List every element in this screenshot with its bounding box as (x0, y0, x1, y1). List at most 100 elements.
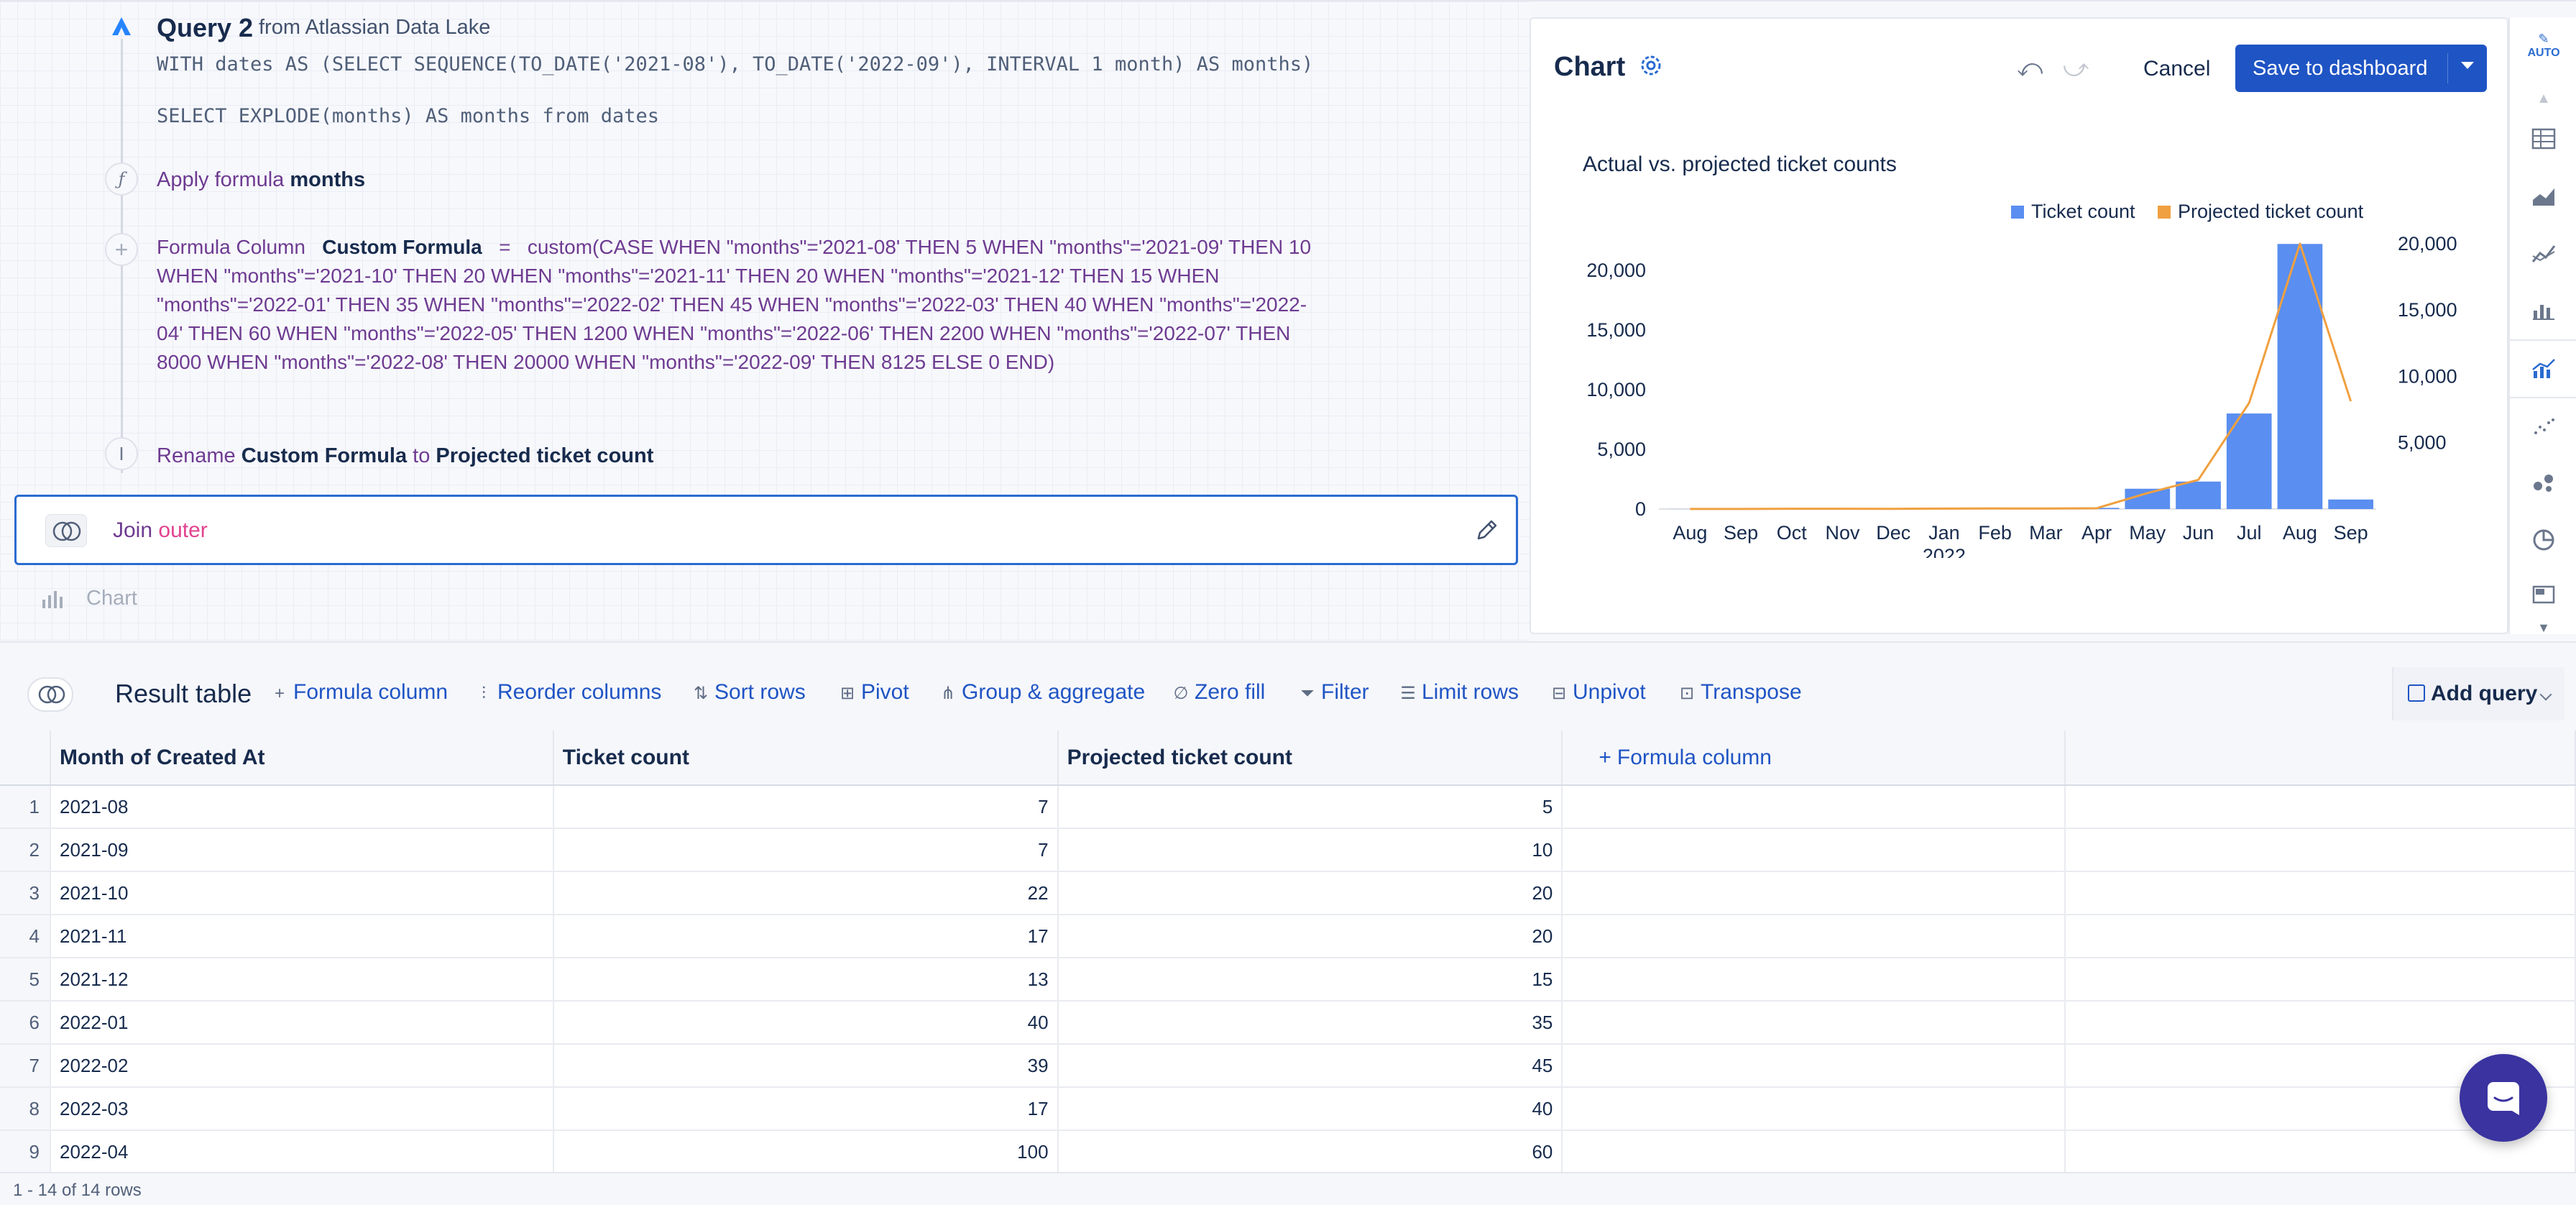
transpose-button[interactable]: ⊡ Transpose (1678, 680, 1802, 705)
query-editor-area: Query 2 from Atlassian Data Lake WITH da… (0, 0, 2576, 643)
row-number[interactable]: 4 (0, 915, 51, 958)
chevron-down-icon[interactable] (2539, 688, 2552, 701)
row-number[interactable]: 2 (0, 828, 51, 872)
row-number[interactable]: 7 (0, 1044, 51, 1088)
column-header-ticket-count[interactable]: Ticket count (553, 730, 1059, 786)
limit-rows-button[interactable]: ☰ Limit rows (1399, 680, 1519, 705)
cell-projected[interactable]: 10 (1057, 828, 1563, 872)
cell-month[interactable]: 2022-01 (50, 1001, 554, 1045)
query-source-prefix: from (259, 16, 300, 39)
redo-icon[interactable]: ⤻ (2063, 55, 2089, 82)
join-icon[interactable] (27, 677, 73, 712)
query-title[interactable]: Query 2 (157, 13, 254, 42)
pivot-button[interactable]: ⊞ Pivot (838, 680, 909, 705)
formula-column-step[interactable]: Formula Column Custom Formula = custom(C… (157, 233, 1321, 377)
chevron-up-icon[interactable]: ▲ (2536, 90, 2551, 106)
column-header-month[interactable]: Month of Created At (50, 730, 554, 786)
chevron-down-icon[interactable] (2461, 62, 2474, 69)
cell-month[interactable]: 2022-04 (50, 1130, 554, 1172)
row-number[interactable]: 5 (0, 958, 51, 1002)
cell-projected[interactable]: 60 (1057, 1130, 1563, 1172)
y-left-tick-label: 15,000 (1586, 319, 1646, 341)
add-query-label: Add query (2431, 682, 2538, 705)
join-step[interactable]: Join outer (14, 495, 1518, 565)
table-row[interactable]: 7 2022-02 39 45 (0, 1044, 2576, 1088)
cell-month[interactable]: 2022-03 (50, 1087, 554, 1131)
cell-ticket-count[interactable]: 7 (553, 828, 1059, 872)
table-row[interactable]: 8 2022-03 17 40 (0, 1087, 2576, 1131)
cell-ticket-count[interactable]: 7 (553, 785, 1059, 829)
cell-projected[interactable]: 45 (1057, 1044, 1563, 1088)
rename-step[interactable]: Rename Custom Formula to Projected ticke… (157, 444, 653, 468)
table-row[interactable]: 1 2021-08 7 5 (0, 785, 2576, 829)
table-row[interactable]: 9 2022-04 100 60 (0, 1130, 2576, 1172)
save-to-dashboard-button[interactable]: Save to dashboard (2235, 45, 2487, 92)
plus-icon[interactable]: + (105, 233, 138, 266)
gear-icon[interactable] (1636, 50, 1666, 81)
line-chart-icon[interactable] (2526, 236, 2562, 272)
cell-ticket-count[interactable]: 100 (553, 1130, 1059, 1172)
cell-ticket-count[interactable]: 39 (553, 1044, 1059, 1088)
sql-line-1[interactable]: WITH dates AS (SELECT SEQUENCE(TO_DATE('… (157, 53, 1314, 75)
column-header-projected[interactable]: Projected ticket count (1057, 730, 1563, 786)
table-row[interactable]: 3 2021-10 22 20 (0, 871, 2576, 915)
formula-column-button[interactable]: + Formula column (270, 680, 448, 705)
cell-ticket-count[interactable]: 13 (553, 958, 1059, 1002)
row-number[interactable]: 9 (0, 1130, 51, 1172)
cell-month[interactable]: 2021-11 (50, 915, 554, 958)
combo-chart-icon[interactable] (2526, 351, 2562, 387)
auto-chart-icon[interactable]: ✎ AUTO (2527, 31, 2560, 59)
row-number[interactable]: 3 (0, 871, 51, 915)
cell-ticket-count[interactable]: 22 (553, 871, 1059, 915)
cell-ticket-count[interactable]: 40 (553, 1001, 1059, 1045)
chevron-down-icon[interactable]: ▼ (2537, 620, 2550, 635)
text-cursor-icon: I (105, 437, 138, 470)
cell-projected[interactable]: 20 (1057, 871, 1563, 915)
cell-ticket-count[interactable]: 17 (553, 915, 1059, 958)
cancel-button[interactable]: Cancel (2143, 46, 2210, 92)
cell-projected[interactable]: 35 (1057, 1001, 1563, 1045)
row-number[interactable]: 8 (0, 1087, 51, 1131)
chat-button[interactable] (2460, 1054, 2547, 1142)
table-icon[interactable] (2526, 121, 2562, 157)
cell-ticket-count[interactable]: 17 (553, 1087, 1059, 1131)
add-query-button[interactable]: Add query (2392, 667, 2564, 720)
scatter-chart-icon[interactable] (2526, 408, 2562, 444)
row-number[interactable]: 1 (0, 785, 51, 829)
cell-month[interactable]: 2022-02 (50, 1044, 554, 1088)
cell-projected[interactable]: 15 (1057, 958, 1563, 1002)
reorder-columns-button[interactable]: ⫶ Reorder columns (474, 680, 661, 705)
group-aggregate-button[interactable]: ⋔ Group & aggregate (939, 680, 1145, 705)
sql-line-2[interactable]: SELECT EXPLODE(months) AS months from da… (157, 105, 659, 127)
cell-month[interactable]: 2021-12 (50, 958, 554, 1002)
cell-month[interactable]: 2021-09 (50, 828, 554, 872)
sort-rows-label: Sort rows (714, 680, 806, 704)
bubble-chart-icon[interactable] (2526, 464, 2562, 500)
pencil-icon[interactable] (1473, 516, 1501, 544)
add-formula-column-header[interactable]: + Formula column (1562, 730, 2066, 786)
bar-ticket-count (2176, 481, 2221, 509)
table-row[interactable]: 4 2021-11 17 20 (0, 915, 2576, 958)
pie-chart-icon[interactable] (2526, 522, 2562, 558)
sort-rows-button[interactable]: ⇅ Sort rows (691, 680, 806, 705)
cell-month[interactable]: 2021-08 (50, 785, 554, 829)
undo-icon[interactable]: ⤺ (2017, 55, 2043, 82)
transpose-label: Transpose (1701, 680, 1802, 704)
x-tick-label: Dec (1876, 522, 1910, 544)
chart-step-label[interactable]: Chart (86, 587, 137, 610)
table-row[interactable]: 6 2022-01 40 35 (0, 1001, 2576, 1045)
table-row[interactable]: 5 2021-12 13 15 (0, 958, 2576, 1002)
table-row[interactable]: 2 2021-09 7 10 (0, 828, 2576, 872)
zero-fill-button[interactable]: ∅ Zero fill (1172, 680, 1266, 705)
cell-projected[interactable]: 20 (1057, 915, 1563, 958)
bar-chart-icon[interactable] (2526, 292, 2562, 328)
filter-button[interactable]: ⏷ Filter (1298, 680, 1368, 705)
cell-month[interactable]: 2021-10 (50, 871, 554, 915)
area-chart-icon[interactable] (2526, 178, 2562, 214)
unpivot-button[interactable]: ⊟ Unpivot (1550, 680, 1646, 705)
image-icon[interactable] (2526, 577, 2562, 613)
cell-projected[interactable]: 5 (1057, 785, 1563, 829)
apply-formula-step[interactable]: Apply formula months (157, 168, 365, 192)
cell-projected[interactable]: 40 (1057, 1087, 1563, 1131)
row-number[interactable]: 6 (0, 1001, 51, 1045)
